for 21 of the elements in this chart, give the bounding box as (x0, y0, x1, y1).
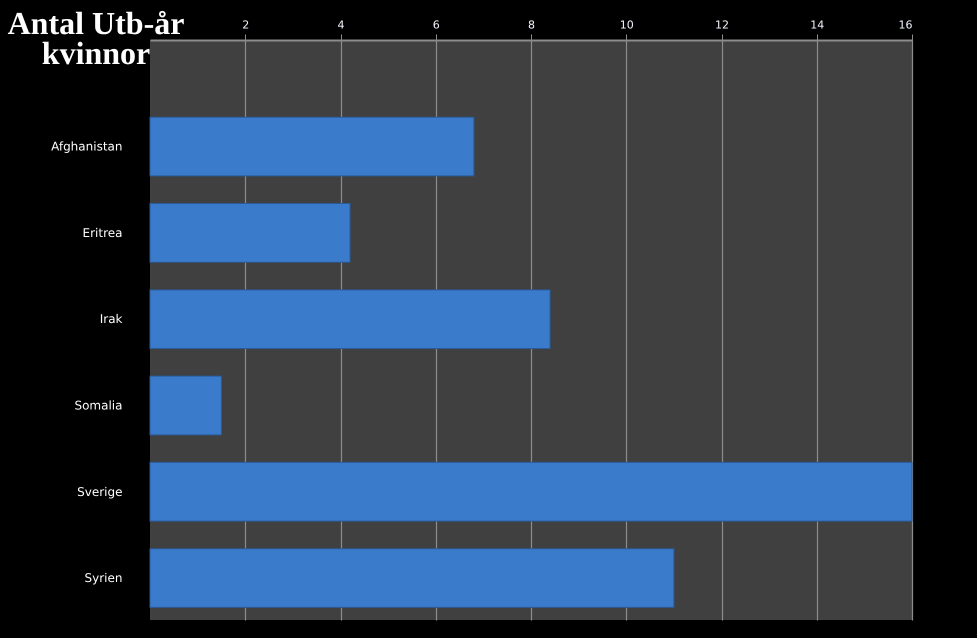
chart-title: Antal Utb-år kvinnor (8, 5, 184, 71)
bar (150, 116, 474, 176)
y-tick-label: Eritrea (82, 226, 122, 240)
x-tick-label: 6 (432, 18, 440, 32)
bar (150, 203, 351, 263)
x-tick-label: 10 (620, 18, 634, 32)
y-tick-label: Irak (100, 312, 123, 326)
bar (150, 376, 222, 436)
x-tick-label: 16 (898, 18, 912, 32)
x-tick-label: 12 (715, 18, 729, 32)
x-tick-label: 2 (242, 18, 250, 32)
y-tick-label: Somalia (74, 398, 122, 412)
x-tick-label: 14 (810, 18, 824, 32)
x-tick-label: 4 (338, 18, 344, 32)
y-tick-label: Afghanistan (51, 140, 122, 154)
bar (150, 548, 674, 608)
x-tick-label: 8 (528, 18, 535, 32)
y-tick-label: Sverige (77, 484, 122, 499)
y-tick-label: Syrien (84, 571, 122, 586)
bar (150, 462, 912, 522)
bar (150, 289, 551, 350)
